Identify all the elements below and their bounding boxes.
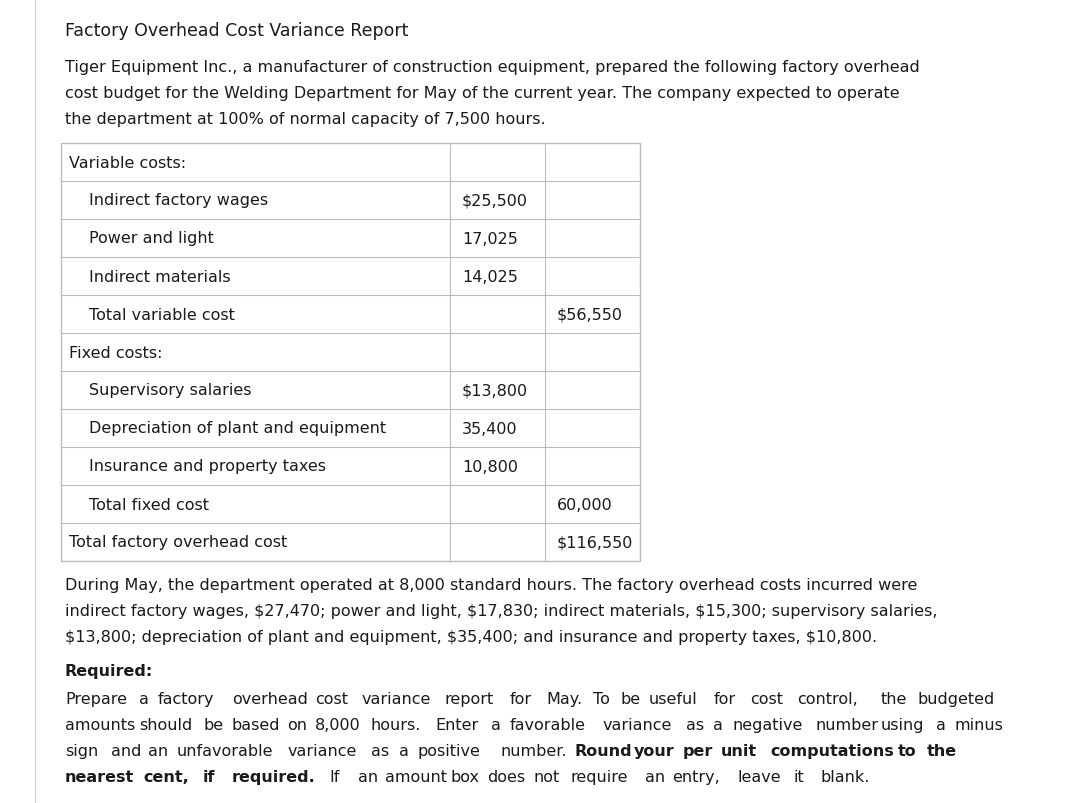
Text: $25,500: $25,500 [462, 194, 528, 208]
Text: required.: required. [231, 769, 315, 784]
Text: sign: sign [65, 743, 98, 758]
Text: Indirect materials: Indirect materials [88, 269, 231, 284]
Text: number: number [816, 717, 878, 732]
Text: box: box [450, 769, 479, 784]
Text: an: an [645, 769, 665, 784]
Text: useful: useful [648, 691, 697, 706]
Text: hours.: hours. [371, 717, 421, 732]
Text: entry,: entry, [672, 769, 721, 784]
Text: To: To [593, 691, 610, 706]
Text: Insurance and property taxes: Insurance and property taxes [88, 459, 326, 474]
Text: cost: cost [751, 691, 783, 706]
Text: a: a [713, 717, 723, 732]
Text: Total fixed cost: Total fixed cost [88, 497, 209, 512]
Text: based: based [232, 717, 281, 732]
Text: for: for [713, 691, 736, 706]
Text: $116,550: $116,550 [557, 535, 633, 550]
Text: Power and light: Power and light [88, 231, 214, 247]
Text: for: for [509, 691, 532, 706]
Text: to: to [898, 743, 917, 758]
Text: 35,400: 35,400 [462, 421, 518, 436]
Text: If: If [330, 769, 340, 784]
Text: an: an [149, 743, 168, 758]
Text: Total factory overhead cost: Total factory overhead cost [69, 535, 287, 550]
Text: Supervisory salaries: Supervisory salaries [88, 383, 251, 398]
Text: as: as [371, 743, 388, 758]
Bar [62, 144, 640, 561]
Text: require: require [571, 769, 628, 784]
Text: variance: variance [602, 717, 672, 732]
Text: unfavorable: unfavorable [176, 743, 273, 758]
Text: 14,025: 14,025 [462, 269, 518, 284]
Text: not: not [534, 769, 560, 784]
Text: Round: Round [574, 743, 632, 758]
Text: $13,800: $13,800 [462, 383, 528, 398]
Text: variance: variance [361, 691, 431, 706]
Text: amounts: amounts [65, 717, 135, 732]
Text: computations: computations [770, 743, 893, 758]
Text: an: an [357, 769, 378, 784]
Text: Prepare: Prepare [65, 691, 127, 706]
Text: positive: positive [416, 743, 480, 758]
Text: if: if [203, 769, 215, 784]
Text: Factory Overhead Cost Variance Report: Factory Overhead Cost Variance Report [65, 22, 408, 40]
Text: number.: number. [501, 743, 568, 758]
Text: nearest: nearest [65, 769, 134, 784]
Text: Fixed costs:: Fixed costs: [69, 345, 163, 360]
Text: a: a [139, 691, 149, 706]
Text: cost budget for the Welding Department for May of the current year. The company : cost budget for the Welding Department f… [65, 86, 900, 101]
Text: a: a [935, 717, 945, 732]
Text: factory: factory [158, 691, 214, 706]
Text: unit: unit [721, 743, 757, 758]
Text: be: be [620, 691, 641, 706]
Text: May.: May. [547, 691, 583, 706]
Text: the: the [880, 691, 906, 706]
Text: report: report [445, 691, 494, 706]
Text: Variable costs:: Variable costs: [69, 155, 186, 170]
Text: using: using [880, 717, 924, 732]
Text: and: and [111, 743, 141, 758]
Text: per: per [682, 743, 712, 758]
Text: 60,000: 60,000 [557, 497, 613, 512]
Text: Tiger Equipment Inc., a manufacturer of construction equipment, prepared the fol: Tiger Equipment Inc., a manufacturer of … [65, 60, 919, 75]
Text: amount: amount [385, 769, 448, 784]
Text: does: does [488, 769, 525, 784]
Text: $13,800; depreciation of plant and equipment, $35,400; and insurance and propert: $13,800; depreciation of plant and equip… [65, 630, 877, 644]
Text: During May, the department operated at 8,000 standard hours. The factory overhea: During May, the department operated at 8… [65, 577, 917, 593]
Text: your: your [633, 743, 674, 758]
Text: variance: variance [287, 743, 357, 758]
Text: cent,: cent, [144, 769, 189, 784]
Text: 17,025: 17,025 [462, 231, 518, 247]
Text: control,: control, [797, 691, 858, 706]
Text: Required:: Required: [65, 663, 153, 679]
Text: overhead: overhead [232, 691, 308, 706]
Text: as: as [685, 717, 704, 732]
Text: should: should [139, 717, 192, 732]
Text: minus: minus [954, 717, 1003, 732]
Text: blank.: blank. [821, 769, 870, 784]
Text: a: a [491, 717, 501, 732]
Text: the: the [927, 743, 957, 758]
Text: 10,800: 10,800 [462, 459, 518, 474]
Text: on: on [287, 717, 308, 732]
Text: be: be [204, 717, 224, 732]
Text: 8,000: 8,000 [315, 717, 360, 732]
Text: Enter: Enter [436, 717, 479, 732]
Text: Indirect factory wages: Indirect factory wages [88, 194, 268, 208]
Text: negative: negative [732, 717, 803, 732]
Text: leave: leave [737, 769, 781, 784]
Text: $56,550: $56,550 [557, 307, 623, 322]
Text: Depreciation of plant and equipment: Depreciation of plant and equipment [88, 421, 386, 436]
Text: budgeted: budgeted [917, 691, 995, 706]
Text: Total variable cost: Total variable cost [88, 307, 235, 322]
Text: cost: cost [315, 691, 349, 706]
Text: the department at 100% of normal capacity of 7,500 hours.: the department at 100% of normal capacit… [65, 112, 546, 127]
Text: indirect factory wages, $27,470; power and light, $17,830; indirect materials, $: indirect factory wages, $27,470; power a… [65, 603, 938, 618]
Text: it: it [793, 769, 804, 784]
Text: a: a [398, 743, 408, 758]
Text: favorable: favorable [509, 717, 586, 732]
